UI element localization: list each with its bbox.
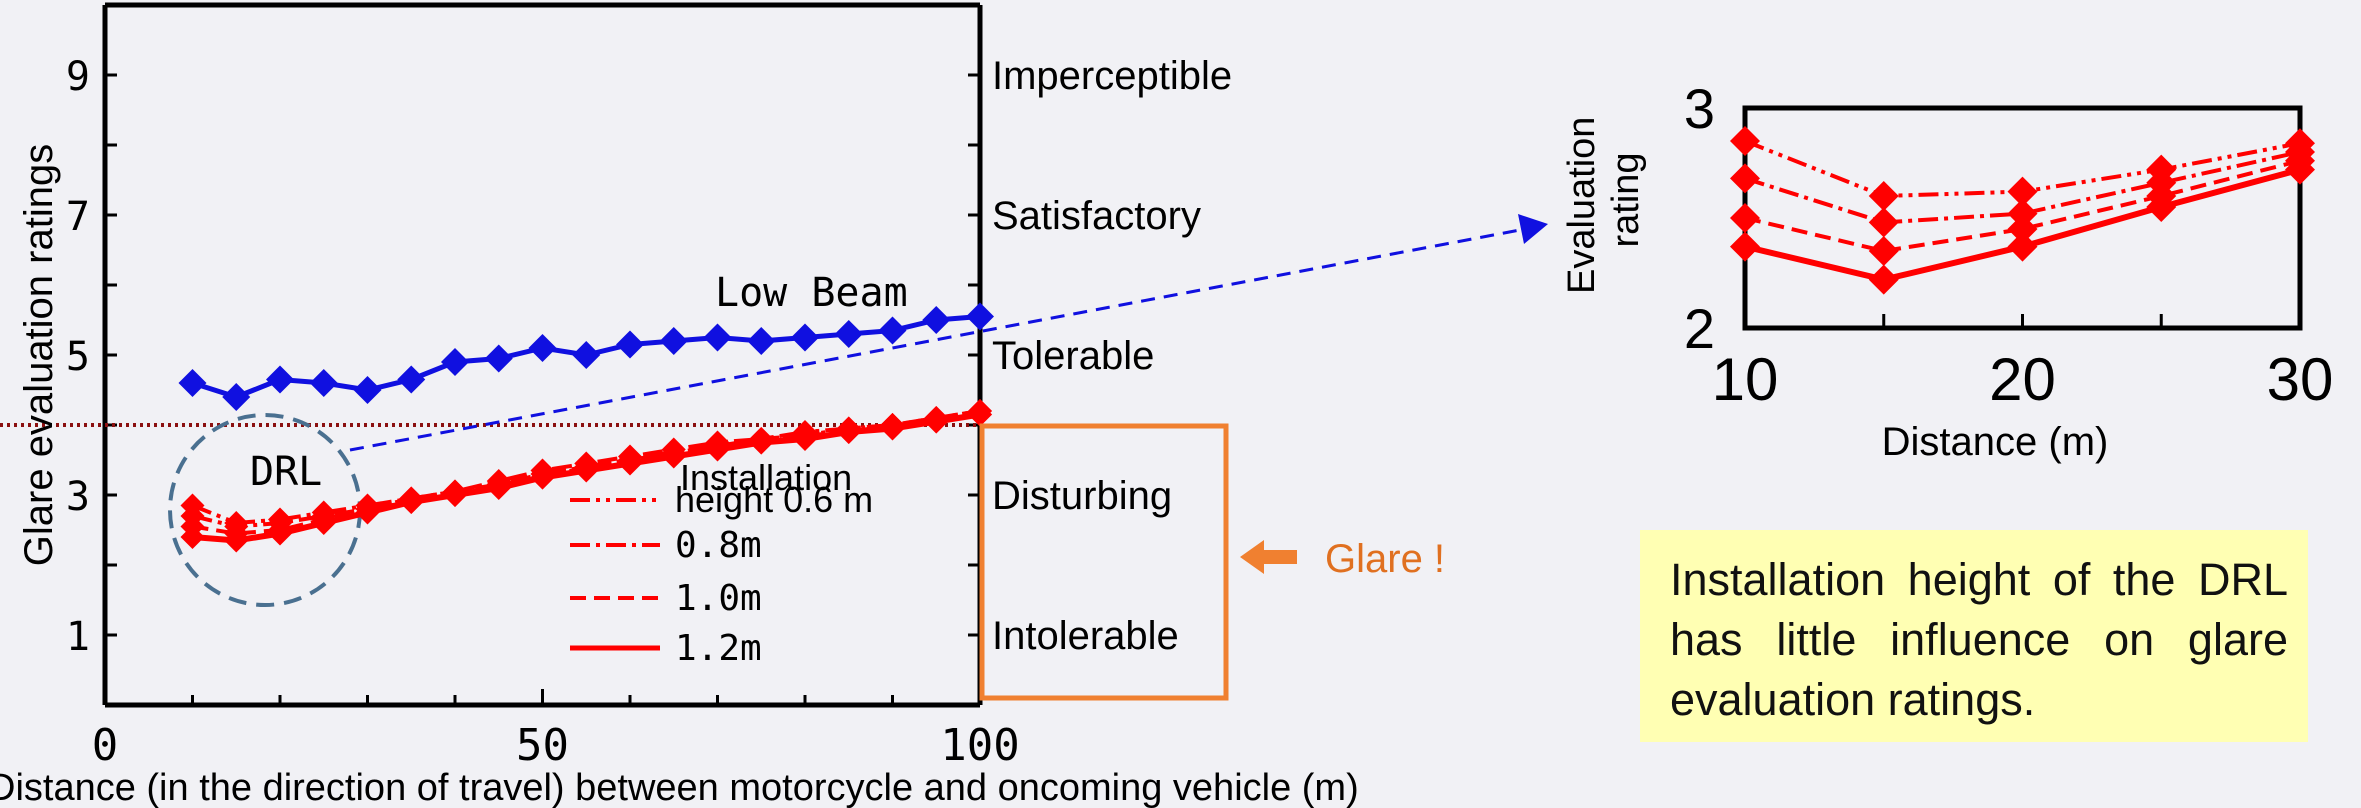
- main-y-tick-label: 9: [66, 54, 90, 100]
- inset-x-axis-label: Distance (m): [1882, 420, 2109, 464]
- inset-x-tick-label: 20: [1989, 346, 2056, 413]
- inset-data-point: [1730, 126, 1760, 156]
- legend-label: 0.8m: [675, 525, 762, 566]
- data-point: [309, 369, 338, 397]
- data-point: [528, 334, 557, 362]
- main-x-axis-label: Distance (in the direction of travel) be…: [0, 767, 1359, 808]
- inset-data-point: [2146, 192, 2177, 222]
- legend: Installation height 0.6 m 0.8m 1.0m 1.2m: [570, 457, 873, 669]
- data-point: [180, 525, 205, 549]
- inset-data-point: [1730, 231, 1760, 262]
- rating-scale-label: Satisfactory: [992, 194, 1201, 238]
- inset-tick-marks: [1882, 314, 2163, 328]
- data-point: [661, 444, 686, 469]
- data-point: [793, 427, 817, 451]
- main-x-tick-label: 100: [940, 720, 1019, 771]
- inset-data-point: [2007, 231, 2038, 262]
- data-point: [311, 511, 336, 535]
- data-point: [922, 306, 951, 334]
- glare-label: Glare !: [1325, 537, 1445, 581]
- data-point: [222, 383, 251, 411]
- legend-title: Installation: [680, 457, 852, 498]
- legend-label: 1.0m: [675, 578, 762, 619]
- inset-data-point: [1868, 181, 1899, 211]
- inset-series-line: [1744, 150, 2301, 225]
- data-point: [791, 323, 819, 352]
- inset-y-tick-labels: 23: [1684, 77, 1715, 360]
- data-point: [616, 330, 644, 359]
- data-point: [355, 500, 380, 525]
- glare-arrow-icon: [1240, 540, 1297, 574]
- data-point: [705, 437, 730, 462]
- inset-data-point: [1868, 264, 1899, 295]
- inset-y-tick-label: 3: [1684, 77, 1715, 140]
- drl-label: DRL: [250, 449, 322, 495]
- inset-data-point: [1730, 203, 1760, 233]
- rating-scale-label: Tolerable: [992, 334, 1154, 378]
- main-x-tick-labels: 0 50 100: [92, 720, 1020, 771]
- data-point: [703, 323, 732, 352]
- data-point: [574, 458, 599, 483]
- inset-data-point: [1730, 163, 1760, 194]
- inset-series-group: [1730, 126, 2315, 295]
- inset-x-tick-label: 30: [2267, 346, 2334, 413]
- data-point: [224, 528, 249, 553]
- main-tick-marks: [105, 73, 980, 705]
- inset-data-point: [2007, 198, 2038, 229]
- data-point: [749, 430, 774, 455]
- data-point: [834, 320, 863, 348]
- rating-scale-label: Intolerable: [992, 614, 1179, 658]
- data-point: [924, 409, 949, 434]
- data-point: [530, 465, 555, 490]
- zoom-arrow-line: [349, 228, 1521, 452]
- rating-scale-labels: Imperceptible Satisfactory Tolerable Distur…: [992, 54, 1232, 658]
- inset-data-point: [2007, 176, 2038, 207]
- inset-y-axis-label: Evaluation rating: [1561, 106, 1647, 294]
- inset-x-tick-labels: 10 20 30: [1712, 346, 2334, 413]
- zoom-arrow-head: [1518, 214, 1548, 244]
- data-point: [484, 344, 513, 373]
- main-x-tick-label: 50: [516, 720, 569, 771]
- data-point: [441, 348, 469, 376]
- data-point: [572, 341, 601, 369]
- inset-y-tick-label: 2: [1684, 297, 1715, 360]
- main-y-tick-label: 3: [66, 474, 90, 520]
- data-point: [836, 420, 861, 444]
- data-point: [966, 302, 994, 331]
- inset-data-point: [1868, 207, 1899, 238]
- data-point: [353, 376, 382, 404]
- data-point: [443, 483, 467, 507]
- main-x-tick-label: 0: [92, 720, 119, 771]
- glare-box: [979, 423, 1229, 701]
- inset-x-tick-label: 10: [1712, 346, 1779, 413]
- data-point: [268, 521, 292, 546]
- rating-scale-label: Imperceptible: [992, 54, 1232, 98]
- main-y-tick-label: 7: [66, 194, 90, 240]
- data-point: [968, 402, 992, 427]
- data-point: [878, 316, 907, 345]
- inset-data-point: [2285, 154, 2315, 185]
- data-point: [618, 451, 642, 476]
- data-point: [880, 416, 905, 441]
- main-y-tick-labels: 1 3 5 7 9: [66, 54, 90, 660]
- data-point: [178, 369, 207, 397]
- main-y-axis-label: Glare evaluation ratings: [17, 144, 61, 566]
- data-point: [266, 365, 294, 394]
- main-y-tick-label: 1: [66, 614, 90, 660]
- conclusion-note: Installation height of the DRL has littl…: [1640, 530, 2308, 742]
- rating-scale-label: Disturbing: [992, 474, 1172, 518]
- data-point: [399, 490, 424, 514]
- data-point: [747, 327, 776, 355]
- inset-data-point: [2007, 214, 2038, 244]
- data-point: [486, 476, 511, 500]
- main-y-tick-label: 5: [66, 334, 90, 380]
- legend-label: 1.2m: [675, 628, 762, 669]
- main-series-group: [178, 302, 994, 553]
- low-beam-label: Low Beam: [715, 270, 908, 316]
- data-point: [397, 365, 426, 394]
- legend-label: height 0.6 m: [675, 479, 873, 520]
- inset-data-point: [1868, 236, 1899, 266]
- data-point: [659, 327, 688, 355]
